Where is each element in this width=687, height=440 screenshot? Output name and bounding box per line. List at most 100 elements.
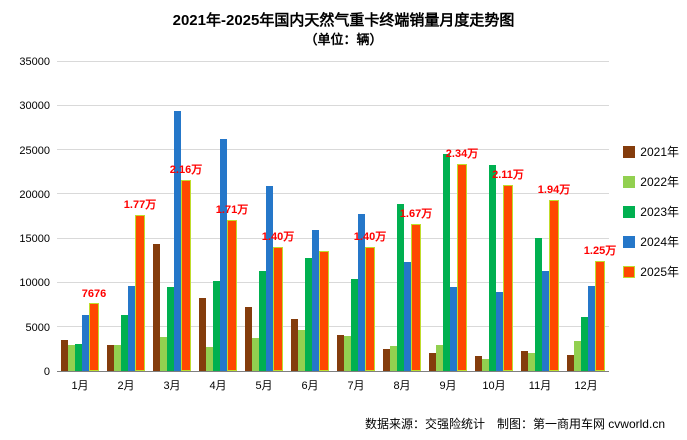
- x-axis-label-1月: 1月: [71, 380, 89, 392]
- legend-label: 2025年: [640, 265, 679, 279]
- bar-2025年-8月: [411, 223, 421, 371]
- x-axis-label-3月: 3月: [163, 380, 181, 392]
- y-axis: 0 5000 10000 15000 20000 25000 30000 35000: [0, 56, 50, 378]
- bar-2022年-2月: [114, 345, 121, 371]
- legend-swatch: [623, 235, 636, 248]
- bar-2025年-10月: [503, 184, 513, 371]
- bar-2025年-7月: [365, 247, 375, 371]
- bar-group-3月: 2.16万: [149, 62, 202, 371]
- legend-label: 2021年: [640, 145, 679, 159]
- gridline: [57, 281, 609, 283]
- gridline: [57, 237, 609, 239]
- legend-label: 2022年: [640, 175, 679, 189]
- bar-2021年-12月: [567, 355, 574, 371]
- legend-item-2025年: 2025年: [623, 263, 679, 280]
- bar-2025年-6月: [319, 250, 329, 371]
- bar-2024年-3月: [174, 111, 181, 371]
- bar-2022年-5月: [252, 338, 259, 371]
- legend-swatch: [623, 265, 636, 278]
- gridline: [57, 105, 609, 107]
- data-label-11月: 1.94万: [537, 183, 571, 196]
- bar-2021年-11月: [521, 350, 528, 371]
- gridline: [57, 61, 609, 62]
- gridline: [57, 193, 609, 195]
- bar-2024年-1月: [82, 314, 89, 371]
- bar-group-11月: 1.94万: [517, 62, 570, 371]
- data-label-10月: 2.11万: [492, 168, 524, 181]
- bar-group-12月: 1.25万: [563, 62, 616, 371]
- y-axis-label: 35000: [19, 56, 50, 68]
- legend-swatch: [623, 205, 636, 218]
- x-axis-label-12月: 12月: [574, 380, 598, 392]
- bar-2023年-5月: [259, 271, 266, 371]
- legend-item-2024年: 2024年: [623, 233, 679, 250]
- bar-2022年-6月: [298, 330, 305, 371]
- bar-group-8月: 1.67万: [379, 62, 432, 371]
- legend-item-2023年: 2023年: [623, 203, 679, 220]
- bar-2023年-1月: [75, 343, 82, 371]
- y-axis-label: 0: [43, 366, 50, 378]
- bar-group-1月: 7676: [57, 62, 107, 371]
- bar-2022年-12月: [574, 340, 581, 371]
- gridline: [57, 325, 609, 327]
- bar-2025年-1月: [89, 303, 99, 371]
- data-label-3月: 2.16万: [169, 164, 203, 177]
- bar-group-10月: 2.11万: [471, 62, 524, 371]
- bar-2021年-8月: [383, 348, 390, 371]
- x-axis: 1月 2月 3月 4月 5月 6月 7月 8月 9月 10月 11月 12月: [57, 377, 609, 393]
- x-axis-label-7月: 7月: [347, 380, 365, 392]
- bar-2021年-2月: [107, 344, 114, 371]
- bar-2021年-3月: [153, 243, 160, 371]
- chart-subtitle: （单位：辆）: [304, 32, 383, 47]
- data-label-8月: 1.67万: [399, 207, 433, 220]
- bar-2021年-9月: [429, 353, 436, 371]
- bar-2022年-3月: [160, 337, 167, 371]
- chart-title: 2021年-2025年国内天然气重卡终端销量月度走势图: [172, 12, 515, 29]
- x-axis-label-6月: 6月: [301, 380, 319, 392]
- bar-group-9月: 2.34万: [425, 62, 478, 371]
- x-axis-label-4月: 4月: [209, 380, 227, 392]
- bar-2024年-8月: [404, 262, 411, 371]
- x-axis-label-8月: 8月: [393, 380, 411, 392]
- legend: 2021年 2022年 2023年 2024年 2025年: [623, 143, 679, 280]
- x-axis-label-10月: 10月: [482, 380, 506, 392]
- bar-2025年-12月: [595, 260, 605, 371]
- bar-2023年-6月: [305, 258, 312, 371]
- bar-2024年-7月: [358, 213, 365, 371]
- bar-2022年-10月: [482, 358, 489, 371]
- bar-2021年-1月: [61, 340, 68, 371]
- bar-2022年-7月: [344, 335, 351, 371]
- legend-item-2021年: 2021年: [623, 143, 679, 160]
- bar-2021年-10月: [475, 356, 482, 371]
- bar-group-5月: 1.40万: [241, 62, 294, 371]
- x-axis-label-9月: 9月: [439, 380, 457, 392]
- bar-2024年-10月: [496, 292, 503, 371]
- bar-group-6月: [287, 62, 333, 371]
- data-label-5月: 1.40万: [261, 231, 295, 244]
- gridline: [57, 149, 609, 151]
- bar-2025年-11月: [549, 199, 559, 371]
- x-axis-label-2月: 2月: [117, 380, 135, 392]
- bar-2022年-11月: [528, 353, 535, 371]
- legend-swatch: [623, 175, 636, 188]
- bar-2023年-11月: [535, 237, 542, 371]
- bar-2024年-11月: [542, 271, 549, 371]
- bar-2023年-8月: [397, 204, 404, 371]
- bar-2022年-8月: [390, 346, 397, 371]
- plot-area: 7676 1.77万 2.16万 1.71万 1.40万 1.40万 1.67万 2.34万 2…: [57, 61, 616, 372]
- bar-group-2月: 1.77万: [103, 62, 156, 371]
- data-label-1月: 7676: [81, 288, 107, 301]
- bar-2024年-12月: [588, 286, 595, 371]
- bar-2025年-9月: [457, 164, 467, 371]
- data-label-9月: 2.34万: [445, 148, 479, 161]
- bar-2023年-9月: [443, 153, 450, 371]
- bar-2025年-4月: [227, 220, 237, 371]
- bar-group-7月: 1.40万: [333, 62, 386, 371]
- data-label-12月: 1.25万: [583, 244, 617, 257]
- bar-2021年-4月: [199, 297, 206, 371]
- bar-2023年-4月: [213, 280, 220, 371]
- bar-2024年-9月: [450, 287, 457, 371]
- bar-2025年-5月: [273, 247, 283, 371]
- legend-label: 2024年: [640, 235, 679, 249]
